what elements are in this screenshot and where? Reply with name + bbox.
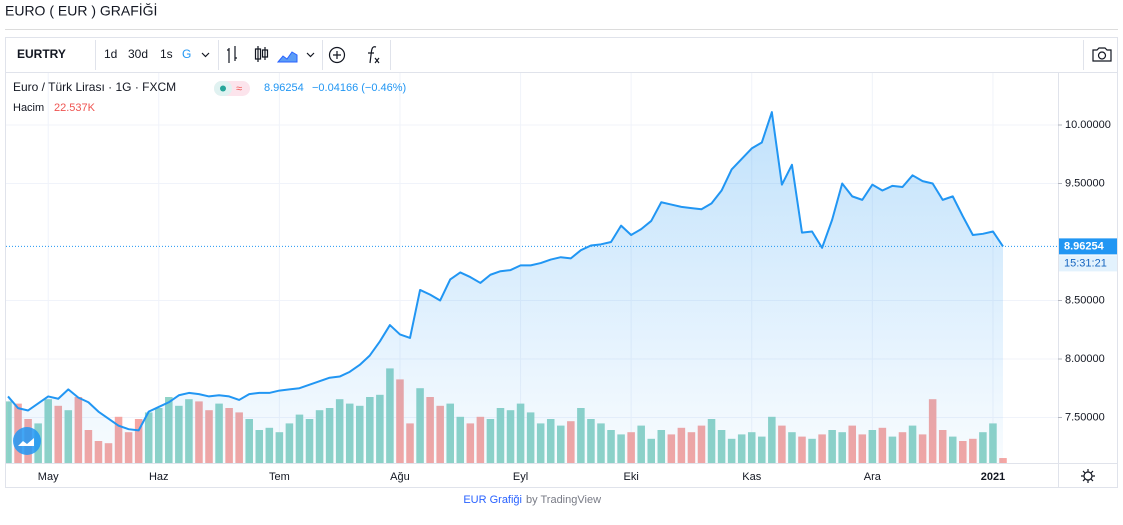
snapshot-lens [1097,51,1107,60]
y-tick-label: 8.50000 [1065,294,1105,306]
x-tick-label: Haz [149,471,169,483]
y-tick-label: 9.50000 [1065,177,1105,189]
style-dropdown[interactable] [306,52,315,58]
volume-legend-value: 22.537K [54,102,96,114]
range-button[interactable]: 1s [160,47,173,61]
time-box [1059,255,1117,272]
area-fill [8,112,1003,463]
settings-icon[interactable] [1083,471,1093,481]
x-tick-label: Kas [742,471,761,483]
indicators-icon[interactable] [368,46,380,64]
bars-icon[interactable] [227,46,237,63]
x-tick-label: 2021 [981,471,1005,483]
x-tick-label: Eki [623,471,638,483]
range-button[interactable]: 30d [128,47,148,61]
range-button-active[interactable]: G [182,47,191,61]
range-button[interactable]: 1d [104,47,117,61]
price-line [7,111,1004,432]
last-price-label: 8.96254 [1064,240,1105,252]
compare-plus[interactable] [333,51,341,59]
snapshot-icon[interactable] [1092,47,1112,62]
tv-logo-mark [18,438,34,446]
tv-logo[interactable] [13,427,41,455]
symbol-button[interactable]: EURTRY [17,47,66,61]
volume-legend-name: Hacim [13,102,44,114]
page-title: EURO ( EUR ) GRAFİĞİ [5,2,157,19]
legend-title: Euro / Türk Lirası · 1G · FXCM [13,80,176,94]
range-dropdown[interactable] [201,52,210,58]
footer-link[interactable]: EUR Grafiği [463,494,522,506]
footer-by: by TradingView [526,494,601,506]
settings-teeth [1081,469,1095,483]
x-tick-label: Tem [269,471,290,483]
legend-last-value: 8.96254 [264,82,304,94]
legend-change: −0.04166 (−0.46%) [312,82,406,94]
x-tick-label: Eyl [513,471,528,483]
countdown-label: 15:31:21 [1064,257,1107,269]
x-tick-label: Ara [864,471,882,483]
area-icon[interactable] [276,51,298,63]
delayed-icon: ≈ [236,83,242,95]
y-tick-label: 10.00000 [1065,119,1111,131]
x-tick-label: Ağu [390,471,410,483]
y-tick-label: 8.00000 [1065,353,1105,365]
y-tick-label: 7.50000 [1065,411,1105,423]
plot-area [6,73,1058,463]
x-tick-label: May [38,471,59,483]
market-open-dot [220,85,226,92]
candles-icon[interactable] [254,46,269,62]
grid [6,73,1058,463]
compare-icon[interactable] [328,46,346,64]
last-price-box [1059,238,1117,255]
